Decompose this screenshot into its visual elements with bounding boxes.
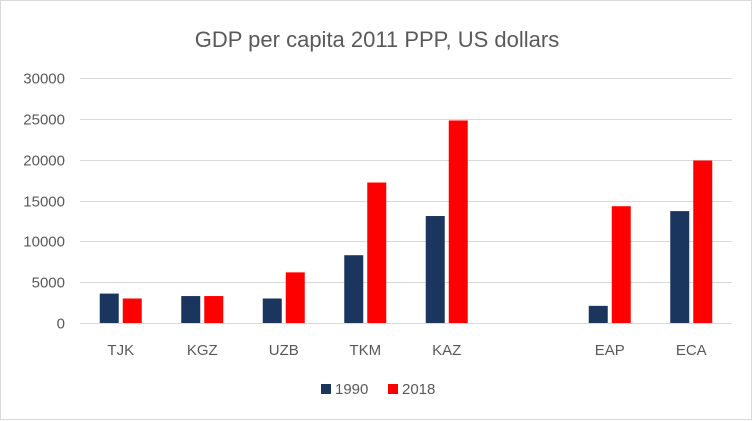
x-tick-label: ECA xyxy=(676,342,707,359)
bar-tkm-2018 xyxy=(367,182,387,323)
bar-kgz-1990 xyxy=(181,296,201,323)
bar-tjk-1990 xyxy=(99,293,119,323)
y-tick-label: 25000 xyxy=(23,112,65,129)
bar-tkm-1990 xyxy=(344,255,364,323)
x-tick-label: UZB xyxy=(269,342,299,359)
bar-uzb-2018 xyxy=(285,272,305,323)
x-tick-label: EAP xyxy=(595,342,625,359)
bar-eap-2018 xyxy=(611,206,631,323)
bar-tjk-2018 xyxy=(122,298,142,323)
bar-eca-1990 xyxy=(670,211,690,323)
y-tick-label: 0 xyxy=(57,316,65,333)
bar-eca-2018 xyxy=(693,160,713,323)
y-axis-tick-labels: 0 5000 10000 15000 20000 25000 30000 xyxy=(23,71,65,333)
y-tick-label: 30000 xyxy=(23,71,65,88)
x-tick-label: KAZ xyxy=(432,342,461,359)
bar-eap-1990 xyxy=(588,305,608,323)
x-tick-label: TJK xyxy=(107,342,134,359)
x-axis-tick-labels: TJK KGZ UZB TKM KAZ EAP ECA xyxy=(107,342,706,359)
x-tick-label: KGZ xyxy=(187,342,218,359)
y-tick-label: 10000 xyxy=(23,234,65,251)
y-tick-label: 20000 xyxy=(23,153,65,170)
bar-kaz-2018 xyxy=(448,120,468,323)
bars xyxy=(99,120,713,323)
legend-swatch-2018 xyxy=(388,384,398,394)
legend-label-2018: 2018 xyxy=(402,381,435,398)
legend-label-1990: 1990 xyxy=(335,381,368,398)
legend: 1990 2018 xyxy=(321,381,435,398)
bar-kaz-1990 xyxy=(425,216,445,323)
gridlines xyxy=(80,78,732,324)
bar-uzb-1990 xyxy=(262,298,282,323)
legend-swatch-1990 xyxy=(321,384,331,394)
y-tick-label: 15000 xyxy=(23,194,65,211)
chart-title: GDP per capita 2011 PPP, US dollars xyxy=(195,27,559,52)
y-tick-label: 5000 xyxy=(32,275,65,292)
x-tick-label: TKM xyxy=(349,342,381,359)
bar-kgz-2018 xyxy=(204,296,224,323)
